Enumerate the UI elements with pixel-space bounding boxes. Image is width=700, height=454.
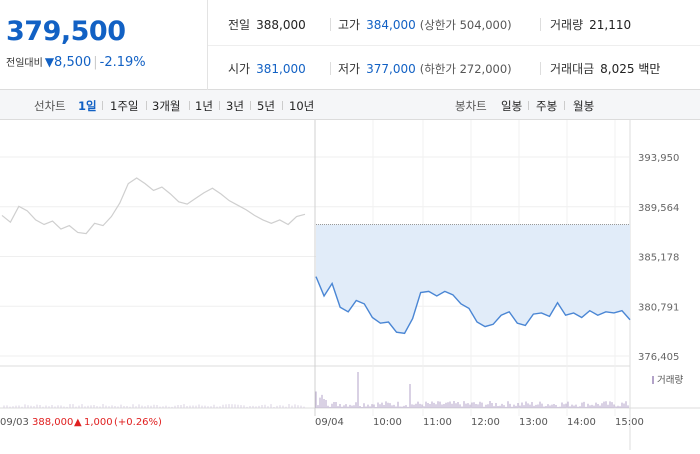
y-tick-label: 385,178 — [638, 253, 679, 264]
tab-separator — [528, 101, 529, 110]
change-label: 전일대비 — [6, 58, 43, 69]
divider — [330, 18, 331, 31]
price-chart-svg: 393,950 389,564 385,178 380,791 376,405 09/03… — [0, 120, 700, 450]
divider — [330, 62, 331, 75]
quote-header: 379,500 전일대비 ▼8,500 | -2.19% 전일 388,000 고가 38… — [0, 0, 700, 90]
y-tick-label: 376,405 — [638, 352, 679, 363]
today-price-line — [315, 276, 631, 335]
price-chart: 393,950 389,564 385,178 380,791 376,405 09/03… — [0, 120, 700, 450]
stat-limit: (상한가 504,000) — [419, 18, 512, 32]
tab-3y[interactable]: 3년 — [226, 99, 244, 113]
tab-separator — [102, 101, 103, 110]
price-box: 379,500 전일대비 ▼8,500 | -2.19% — [0, 0, 208, 90]
tab-separator — [282, 101, 283, 110]
tab-3m[interactable]: 3개월 — [152, 99, 181, 113]
y-tick-label: 393,950 — [638, 153, 679, 164]
stat-value: 21,110 — [589, 18, 632, 32]
tab-1d[interactable]: 1일 — [78, 99, 97, 113]
stat-low: 저가 377,000 (하한가 272,000) — [338, 60, 512, 77]
line-chart-label: 선차트 — [34, 99, 66, 113]
divider — [540, 18, 541, 31]
tab-5y[interactable]: 5년 — [257, 99, 275, 113]
stat-volume: 거래량 21,110 — [550, 16, 631, 33]
current-price: 379,500 — [6, 16, 126, 47]
stat-label: 저가 — [338, 62, 361, 76]
prev-day-change: 1,000 — [84, 417, 113, 428]
tab-monthly-candle[interactable]: 월봉 — [573, 99, 595, 113]
volume-legend-label: 거래량 — [657, 374, 683, 386]
tab-separator — [189, 101, 190, 110]
stat-value: 384,000 — [366, 18, 416, 32]
prev-day-price-line — [1, 177, 306, 235]
stat-value: 377,000 — [366, 62, 416, 76]
x-tick-label: 14:00 — [567, 417, 596, 428]
x-tick-label: 09/04 — [315, 417, 344, 428]
tab-1y[interactable]: 1년 — [195, 99, 213, 113]
stat-prev-close: 전일 388,000 — [228, 16, 306, 33]
stat-limit: (하한가 272,000) — [419, 62, 512, 76]
x-tick-label: 11:00 — [423, 417, 452, 428]
tab-10y[interactable]: 10년 — [289, 99, 315, 113]
down-arrow-icon: ▼ — [44, 55, 55, 69]
prev-day-change-arrow: ▲ — [74, 417, 82, 428]
x-tick-label: 15:00 — [615, 417, 644, 428]
stat-label: 거래대금 — [550, 62, 595, 76]
stat-value: 388,000 — [256, 18, 306, 32]
stat-label: 시가 — [228, 62, 251, 76]
stat-label: 전일 — [228, 18, 251, 32]
change-percent: -2.19% — [99, 55, 146, 70]
tab-weekly-candle[interactable]: 주봉 — [536, 99, 558, 113]
x-tick-label: 09/03 — [0, 417, 29, 428]
tab-separator — [146, 101, 147, 110]
volume-legend-swatch — [652, 376, 654, 384]
x-tick-label: 13:00 — [519, 417, 548, 428]
divider — [540, 62, 541, 75]
change-row: 전일대비 ▼8,500 | -2.19% — [6, 54, 146, 70]
x-tick-label: 10:00 — [373, 417, 402, 428]
stat-value: 8,025 백만 — [600, 62, 661, 76]
chart-tabs-bar: 선차트 1일 1주일 3개월 1년 3년 5년 10년 봉차트 일봉 주봉 월봉 — [0, 90, 700, 120]
stat-label: 거래량 — [550, 18, 584, 32]
y-tick-label: 380,791 — [638, 302, 679, 313]
tab-separator — [250, 101, 251, 110]
stat-label: 고가 — [338, 18, 361, 32]
tab-1w[interactable]: 1주일 — [110, 99, 139, 113]
y-tick-label: 389,564 — [638, 203, 679, 214]
prev-day-close: 388,000 — [32, 417, 73, 428]
candle-chart-label: 봉차트 — [455, 99, 487, 113]
stat-value: 381,000 — [256, 62, 306, 76]
x-tick-label: 12:00 — [471, 417, 500, 428]
prev-day-change-pct: (+0.26%) — [114, 417, 162, 428]
change-value: 8,500 — [54, 55, 92, 70]
change-separator: | — [93, 55, 98, 70]
stat-high: 고가 384,000 (상한가 504,000) — [338, 16, 512, 33]
tab-separator — [219, 101, 220, 110]
tab-daily-candle[interactable]: 일봉 — [501, 99, 523, 113]
tab-separator — [564, 101, 565, 110]
stat-amount: 거래대금 8,025 백만 — [550, 60, 660, 77]
today-fill-area — [316, 224, 630, 334]
stat-open: 시가 381,000 — [228, 60, 306, 77]
stats-row-separator — [208, 45, 700, 46]
